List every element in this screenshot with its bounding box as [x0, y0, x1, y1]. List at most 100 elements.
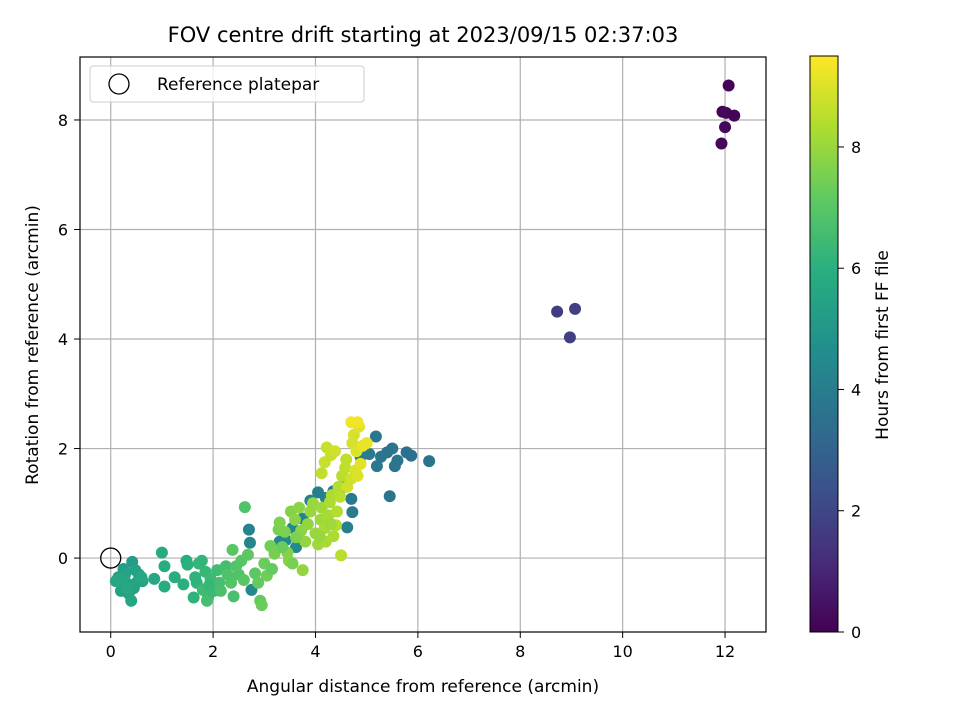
data-point — [315, 467, 328, 480]
data-point — [226, 543, 239, 556]
data-point — [375, 450, 388, 463]
data-point — [238, 501, 251, 514]
data-point — [423, 455, 436, 468]
data-point — [221, 568, 234, 581]
data-point — [324, 518, 337, 531]
y-tick-label: 0 — [58, 549, 68, 568]
data-point — [722, 79, 735, 92]
y-tick-label: 6 — [58, 221, 68, 240]
data-point — [370, 460, 383, 473]
data-point — [135, 571, 148, 584]
data-point — [237, 573, 250, 586]
data-point — [249, 567, 262, 580]
data-point — [330, 505, 343, 518]
data-point — [276, 541, 289, 554]
data-point — [121, 582, 134, 595]
reference-platepar-marker — [100, 547, 122, 569]
data-point — [715, 137, 728, 150]
chart-title: FOV centre drift starting at 2023/09/15 … — [168, 23, 679, 47]
data-point — [203, 579, 216, 592]
data-point — [313, 530, 326, 543]
legend: Reference platepar — [89, 65, 365, 103]
data-point — [230, 560, 243, 573]
grid-lines — [80, 57, 766, 632]
data-point — [286, 557, 299, 570]
data-point — [168, 571, 181, 584]
legend-label: Reference platepar — [157, 75, 319, 95]
data-point — [345, 492, 358, 505]
data-point — [200, 594, 213, 607]
data-point — [189, 571, 202, 584]
colorbar-gradient — [809, 55, 839, 633]
y-tick-label: 8 — [58, 111, 68, 130]
x-tick-label: 12 — [715, 642, 735, 661]
data-point — [719, 121, 732, 134]
data-point — [340, 453, 353, 466]
data-point — [227, 590, 240, 603]
data-point — [296, 564, 309, 577]
data-point — [155, 546, 168, 559]
colorbar: 0 2 4 6 8 Hours from first FF file — [809, 55, 893, 642]
x-tick-label: 10 — [612, 642, 632, 661]
plot-frame — [79, 56, 767, 633]
data-point — [158, 580, 171, 593]
data-point — [290, 541, 303, 554]
data-point — [327, 530, 340, 543]
data-point — [332, 480, 345, 493]
data-point — [181, 558, 194, 571]
data-point — [125, 594, 138, 607]
data-point — [195, 554, 208, 567]
colorbar-title: Hours from first FF file — [873, 250, 893, 440]
data-point — [301, 518, 314, 531]
x-axis: 0 2 4 6 8 10 12 — [106, 632, 735, 661]
data-point — [187, 591, 200, 604]
data-point — [243, 536, 256, 549]
colorbar-ticks: 0 2 4 6 8 — [838, 138, 861, 642]
data-point — [177, 578, 190, 591]
x-tick-label: 4 — [310, 642, 320, 661]
data-point — [214, 584, 227, 597]
data-point — [551, 305, 564, 318]
colorbar-tick-label: 8 — [851, 138, 861, 157]
data-point — [360, 437, 373, 450]
x-axis-title: Angular distance from reference (arcmin) — [247, 677, 599, 697]
data-point — [114, 572, 127, 585]
data-points — [109, 79, 741, 612]
data-point — [346, 506, 359, 519]
data-point — [148, 572, 161, 585]
y-tick-label: 2 — [58, 440, 68, 459]
data-point — [252, 576, 265, 589]
data-point — [569, 302, 582, 315]
data-point — [265, 563, 278, 576]
colorbar-tick-label: 0 — [851, 623, 861, 642]
x-tick-label: 0 — [106, 642, 116, 661]
data-point — [728, 109, 741, 122]
data-point — [289, 513, 302, 526]
data-point — [354, 457, 367, 470]
data-point — [351, 416, 364, 429]
data-point — [293, 501, 306, 514]
data-point — [299, 535, 312, 548]
data-point — [242, 523, 255, 536]
data-point — [341, 521, 354, 534]
colorbar-tick-label: 4 — [851, 380, 861, 399]
legend-box — [89, 65, 365, 103]
data-point — [563, 331, 576, 344]
y-tick-label: 4 — [58, 330, 68, 349]
data-point — [369, 430, 382, 443]
colorbar-tick-label: 6 — [851, 259, 861, 278]
data-point — [335, 549, 348, 562]
data-point — [400, 446, 413, 459]
x-tick-label: 8 — [515, 642, 525, 661]
colorbar-tick-label: 2 — [851, 502, 861, 521]
data-point — [312, 486, 325, 499]
data-point — [290, 531, 303, 544]
data-point — [255, 599, 268, 612]
data-point — [351, 469, 364, 482]
data-point — [388, 460, 401, 473]
data-point — [241, 548, 254, 561]
data-point — [273, 516, 286, 529]
y-axis-title: Rotation from reference (arcmin) — [23, 205, 43, 485]
legend-marker-icon — [108, 73, 130, 95]
